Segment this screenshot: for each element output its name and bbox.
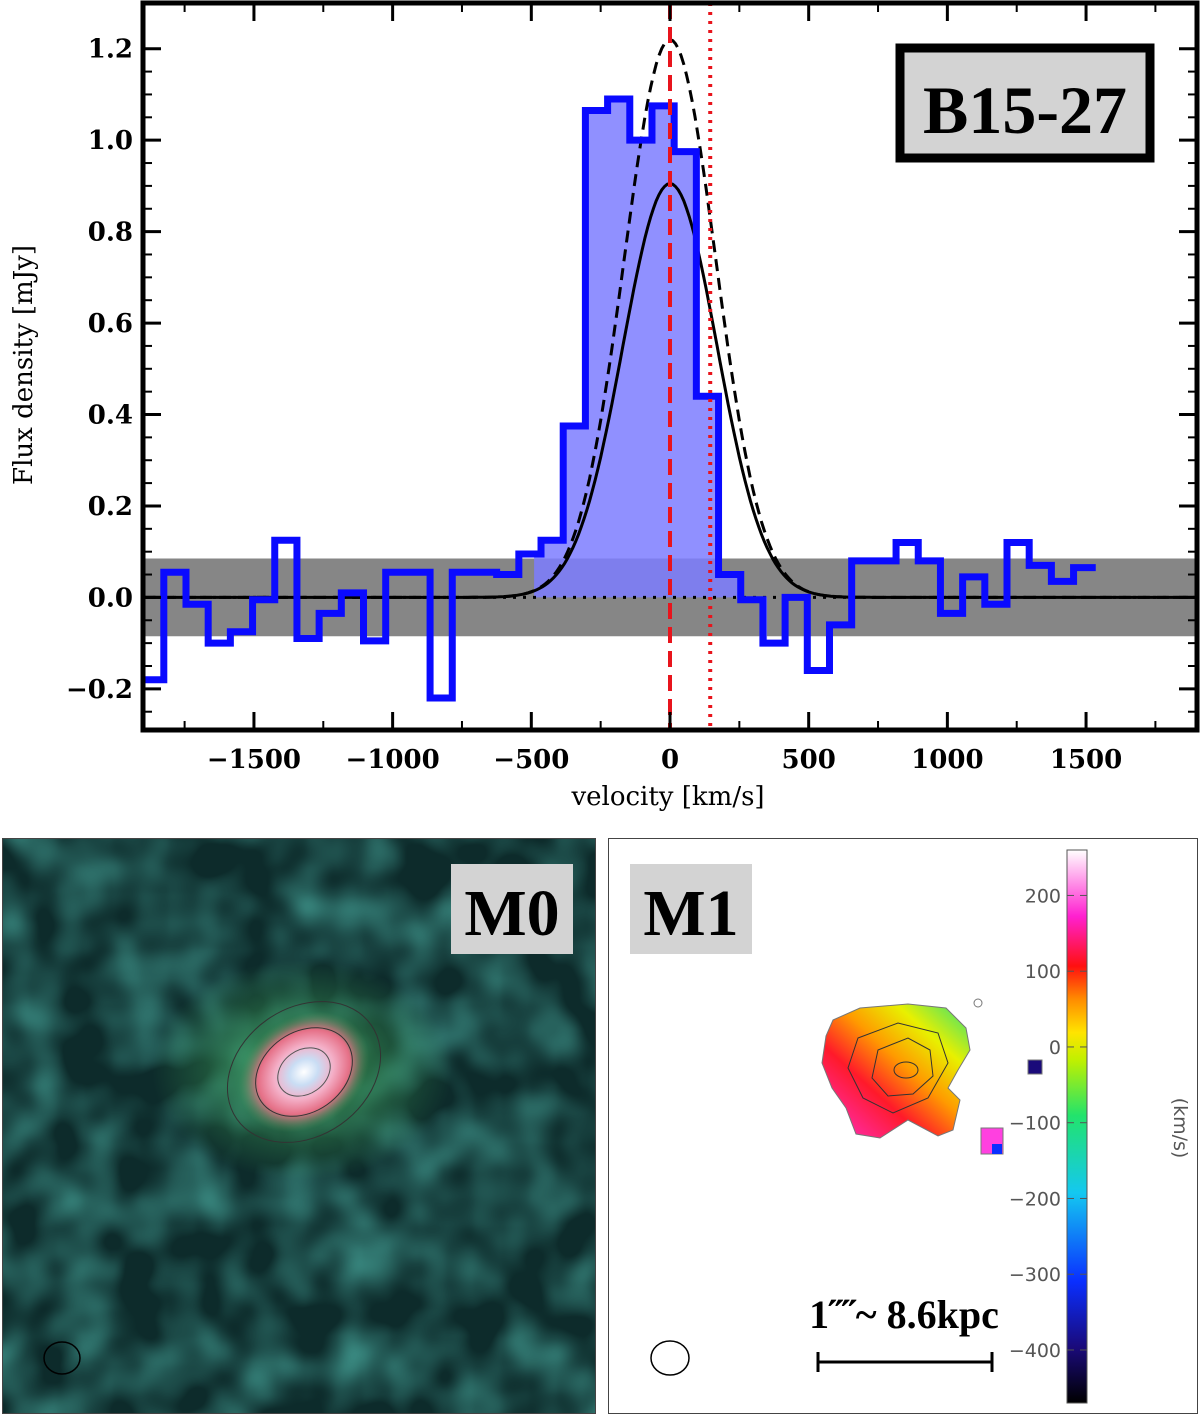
m1-panel: M1 1˝˝~ 8.6kpc 200 100 0 −100 −200 −300 −400 (… bbox=[608, 838, 1198, 1414]
m0-contour bbox=[255, 1027, 353, 1117]
y-tick-label: 0.0 bbox=[88, 583, 133, 613]
x-tick-label: −1000 bbox=[346, 745, 440, 775]
m1-contour bbox=[893, 1061, 919, 1079]
colorbar-title: (km/s) bbox=[1169, 1098, 1191, 1159]
object-label: B15-27 bbox=[923, 72, 1127, 148]
y-tick-label: 0.4 bbox=[88, 401, 133, 431]
x-tick-label: 500 bbox=[782, 745, 836, 775]
spectrum-step-line bbox=[143, 95, 1096, 702]
m1-contour bbox=[847, 1022, 949, 1114]
m1-label-box bbox=[630, 864, 752, 954]
y-tick-label: 0.2 bbox=[88, 492, 133, 522]
colorbar-tick-label: 200 bbox=[1025, 885, 1061, 907]
m1-frame bbox=[608, 838, 1198, 1414]
y-tick-label: 1.0 bbox=[88, 126, 133, 156]
spectrum-plot-layer bbox=[143, 3, 1197, 730]
scale-bar-label: 1˝˝~ 8.6kpc bbox=[809, 1292, 999, 1337]
plot-area bbox=[143, 3, 1197, 730]
x-tick-label: 1500 bbox=[1050, 745, 1122, 775]
m0-beam bbox=[43, 1341, 81, 1375]
y-tick-label: 0.6 bbox=[88, 309, 133, 339]
m1-clump bbox=[973, 998, 983, 1008]
m0-label: M0 bbox=[464, 877, 559, 950]
object-label-box bbox=[895, 43, 1155, 163]
m1-beam bbox=[650, 1340, 690, 1376]
m0-contour bbox=[226, 1001, 382, 1143]
x-tick-label: −1500 bbox=[207, 745, 301, 775]
y-tick-label: −0.2 bbox=[66, 675, 133, 705]
x-axis-title: velocity [km/s] bbox=[570, 782, 764, 812]
colorbar-tick-label: 100 bbox=[1025, 961, 1061, 983]
colorbar-tick-label: −300 bbox=[1009, 1264, 1061, 1286]
colorbar-tick-label: 0 bbox=[1049, 1037, 1061, 1059]
y-tick-label: 0.8 bbox=[88, 218, 133, 248]
m1-clump bbox=[992, 1144, 1002, 1154]
colorbar-tick-label: −100 bbox=[1009, 1113, 1061, 1135]
m1-label: M1 bbox=[643, 877, 738, 950]
spectrum-chart: −1500 −1000 −500 0 500 1000 1500 −0.2 0.0 0.2 0.4 0… bbox=[9, 0, 1200, 812]
y-axis-title: Flux density [mJy] bbox=[9, 245, 39, 485]
m0-panel: M0 bbox=[2, 838, 596, 1414]
x-tick-label: 1000 bbox=[911, 745, 983, 775]
x-tick-label: 0 bbox=[661, 745, 679, 775]
colorbar bbox=[1066, 849, 1088, 1404]
y-tick-label: 1.2 bbox=[88, 35, 133, 65]
m0-contour bbox=[277, 1047, 331, 1097]
m0-emission-core bbox=[238, 1011, 370, 1133]
tick-layer: −1500 −1000 −500 0 500 1000 1500 −0.2 0.0 0.2 0.4 0… bbox=[66, 3, 1197, 775]
m0-label-box bbox=[451, 864, 573, 954]
m1-contour bbox=[871, 1037, 934, 1097]
m0-frame bbox=[2, 838, 596, 1414]
x-tick-label: −500 bbox=[493, 745, 569, 775]
colorbar-tick-label: −400 bbox=[1009, 1340, 1061, 1362]
m1-clump bbox=[1027, 1059, 1043, 1075]
colorbar-tick-label: −200 bbox=[1009, 1188, 1061, 1210]
colorbar-ticks: 200 100 0 −100 −200 −300 −400 bbox=[1009, 885, 1087, 1362]
